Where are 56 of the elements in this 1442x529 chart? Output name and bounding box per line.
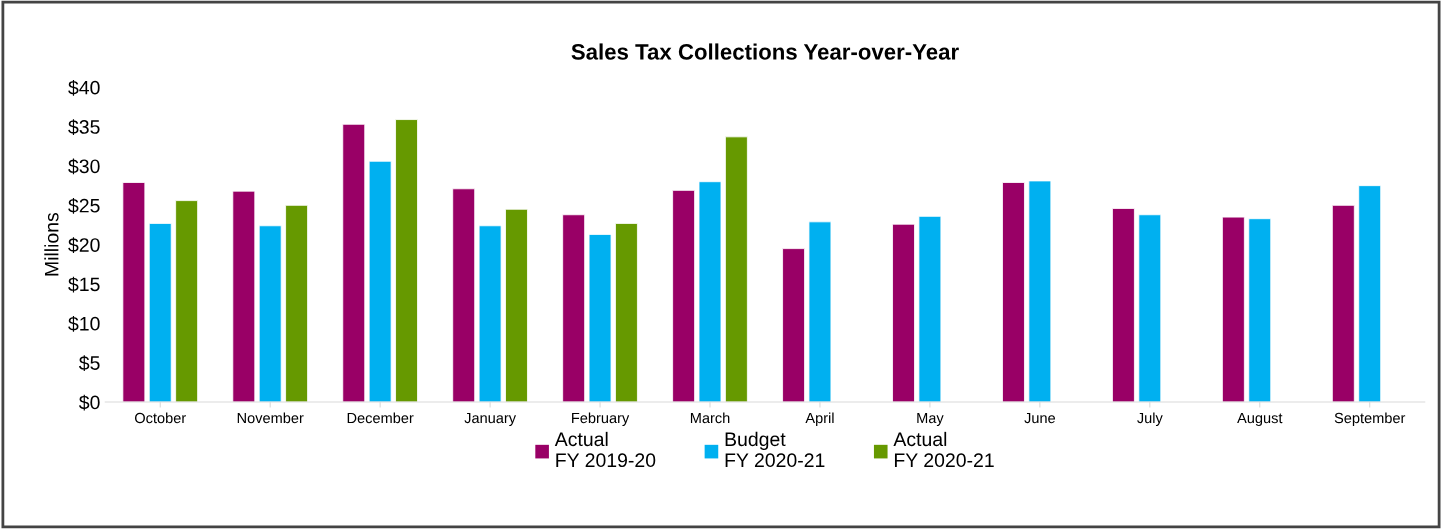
bar [1112,208,1135,403]
bar [285,204,308,403]
x-tick-label: October [135,412,186,424]
bar [1221,216,1245,403]
y-tick-label: $40 [68,79,100,96]
y-tick-label: $5 [78,355,100,372]
x-tick-label: June [1024,412,1056,424]
y-tick-label: $0 [78,394,100,411]
bar [808,221,832,403]
x-tick-label: December [347,412,414,424]
bar [1331,204,1355,403]
y-tick-label: $30 [68,158,100,175]
bar [258,225,282,403]
bar [588,234,612,403]
bar [698,181,722,403]
x-tick-label: February [572,412,630,427]
bar [452,188,476,403]
y-axis-title: Millions [44,212,59,276]
bar [395,119,418,403]
bar [1028,180,1052,403]
x-tick-label: November [237,412,304,424]
y-tick-label: $10 [68,316,100,332]
bar [724,136,748,403]
legend-label: Actual FY 2019-20 [554,431,656,468]
bar [1138,214,1162,403]
bar [148,223,172,403]
bar [1002,182,1025,403]
chart-title: Sales Tax Collections Year-over-Year [571,43,959,60]
bar [918,215,942,403]
y-tick-label: $25 [68,197,100,214]
bar [122,182,146,403]
y-tick-label: $35 [68,119,100,136]
bar [892,223,915,403]
x-tick-label: July [1137,412,1163,427]
bar [232,190,256,403]
legend-label: Budget FY 2020-21 [725,431,825,468]
bar [672,189,696,403]
bar [615,223,638,403]
bar [562,214,586,403]
x-tick-label: May [917,412,944,427]
bar [478,225,502,403]
bar [368,160,392,403]
x-tick-label: August [1237,412,1283,427]
legend-label: Actual FY 2020-21 [893,431,994,468]
bar [1248,218,1272,403]
y-tick-label: $15 [68,276,100,293]
bar [342,123,366,403]
bar [1358,185,1382,403]
x-tick-label: April [805,412,834,427]
x-tick-label: January [464,412,517,427]
x-tick-label: September [1334,412,1406,427]
bar [175,200,199,403]
bar [505,208,528,403]
bar [782,248,805,403]
x-tick-label: March [690,412,730,424]
y-tick-label: $20 [68,237,100,254]
